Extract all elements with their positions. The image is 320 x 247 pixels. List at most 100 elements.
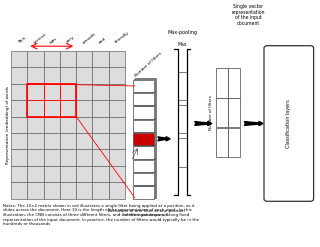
Bar (11, 100, 28, 117)
Text: Number of filters: Number of filters (209, 95, 213, 130)
Bar (76, 51, 92, 67)
Bar (108, 100, 125, 117)
Bar (76, 100, 92, 117)
Bar (11, 67, 28, 83)
Text: Notes: The 10×2 matrix shown in red illustrates a single filter being applied at: Notes: The 10×2 matrix shown in red illu… (3, 204, 199, 226)
Bar (228, 98, 240, 127)
Bar (133, 133, 154, 145)
Bar (28, 51, 44, 67)
Bar (11, 117, 28, 133)
Bar (60, 182, 76, 199)
Bar (11, 133, 28, 149)
Bar (178, 105, 187, 133)
Text: Number of filters: Number of filters (134, 51, 163, 78)
Bar (134, 146, 155, 158)
Bar (133, 186, 154, 199)
Bar (60, 67, 76, 83)
Bar (134, 79, 155, 92)
Bar (134, 119, 155, 131)
Bar (134, 159, 155, 172)
Bar (76, 182, 92, 199)
Bar (60, 100, 76, 117)
Bar (60, 133, 76, 149)
Bar (44, 133, 60, 149)
Bar (133, 80, 154, 92)
Bar (92, 67, 108, 83)
Bar (76, 117, 92, 133)
Bar (135, 145, 156, 158)
Bar (135, 92, 156, 104)
Bar (216, 68, 228, 98)
Text: Single vector
representation
of the input
document: Single vector representation of the inpu… (231, 4, 265, 26)
Bar (76, 67, 92, 83)
Bar (44, 83, 60, 100)
Bar (11, 83, 28, 100)
Bar (92, 133, 108, 149)
Bar (134, 92, 155, 105)
Bar (92, 182, 108, 199)
Bar (108, 51, 125, 67)
Bar (60, 83, 76, 100)
Bar (28, 117, 44, 133)
Bar (135, 105, 156, 118)
Bar (28, 83, 44, 100)
Bar (28, 83, 44, 100)
Bar (28, 133, 44, 149)
Bar (108, 182, 125, 199)
Text: and: and (98, 36, 107, 44)
Text: This: This (17, 36, 26, 44)
Bar (133, 93, 154, 105)
Text: very: very (66, 35, 76, 44)
Bar (11, 51, 28, 67)
Text: Activation of one filter at one position
of the input sequence: Activation of one filter at one position… (108, 209, 185, 217)
Bar (178, 138, 187, 167)
Bar (135, 79, 156, 91)
Text: smooth: smooth (82, 31, 97, 44)
Bar (44, 166, 60, 182)
Text: Max-pooling: Max-pooling (167, 30, 197, 35)
Bar (108, 166, 125, 182)
Bar (133, 120, 154, 132)
Bar (60, 51, 76, 67)
Bar (60, 83, 76, 100)
Bar (216, 98, 228, 127)
Bar (44, 117, 60, 133)
Bar (216, 128, 228, 157)
Bar (92, 100, 108, 117)
Bar (228, 68, 240, 98)
Bar (92, 149, 108, 166)
Bar (178, 72, 187, 100)
Bar (11, 166, 28, 182)
Bar (60, 100, 76, 117)
Bar (28, 166, 44, 182)
Bar (108, 133, 125, 149)
Bar (108, 117, 125, 133)
Bar (108, 149, 125, 166)
Bar (76, 83, 92, 100)
Bar (28, 182, 44, 199)
Bar (44, 83, 60, 100)
Bar (60, 117, 76, 133)
Bar (28, 67, 44, 83)
Bar (92, 117, 108, 133)
Bar (28, 100, 44, 117)
Bar (134, 186, 155, 198)
Bar (44, 100, 60, 117)
Bar (108, 67, 125, 83)
Bar (76, 149, 92, 166)
Bar (135, 159, 156, 171)
Bar (135, 172, 156, 184)
Text: friendly: friendly (114, 31, 130, 44)
Bar (108, 83, 125, 100)
Bar (28, 100, 44, 117)
Bar (44, 100, 60, 117)
Bar (135, 119, 156, 131)
Bar (134, 172, 155, 185)
Bar (44, 182, 60, 199)
Bar (11, 149, 28, 166)
Bar (92, 51, 108, 67)
Bar (92, 166, 108, 182)
Bar (28, 149, 44, 166)
Bar (76, 166, 92, 182)
Bar (134, 132, 155, 145)
